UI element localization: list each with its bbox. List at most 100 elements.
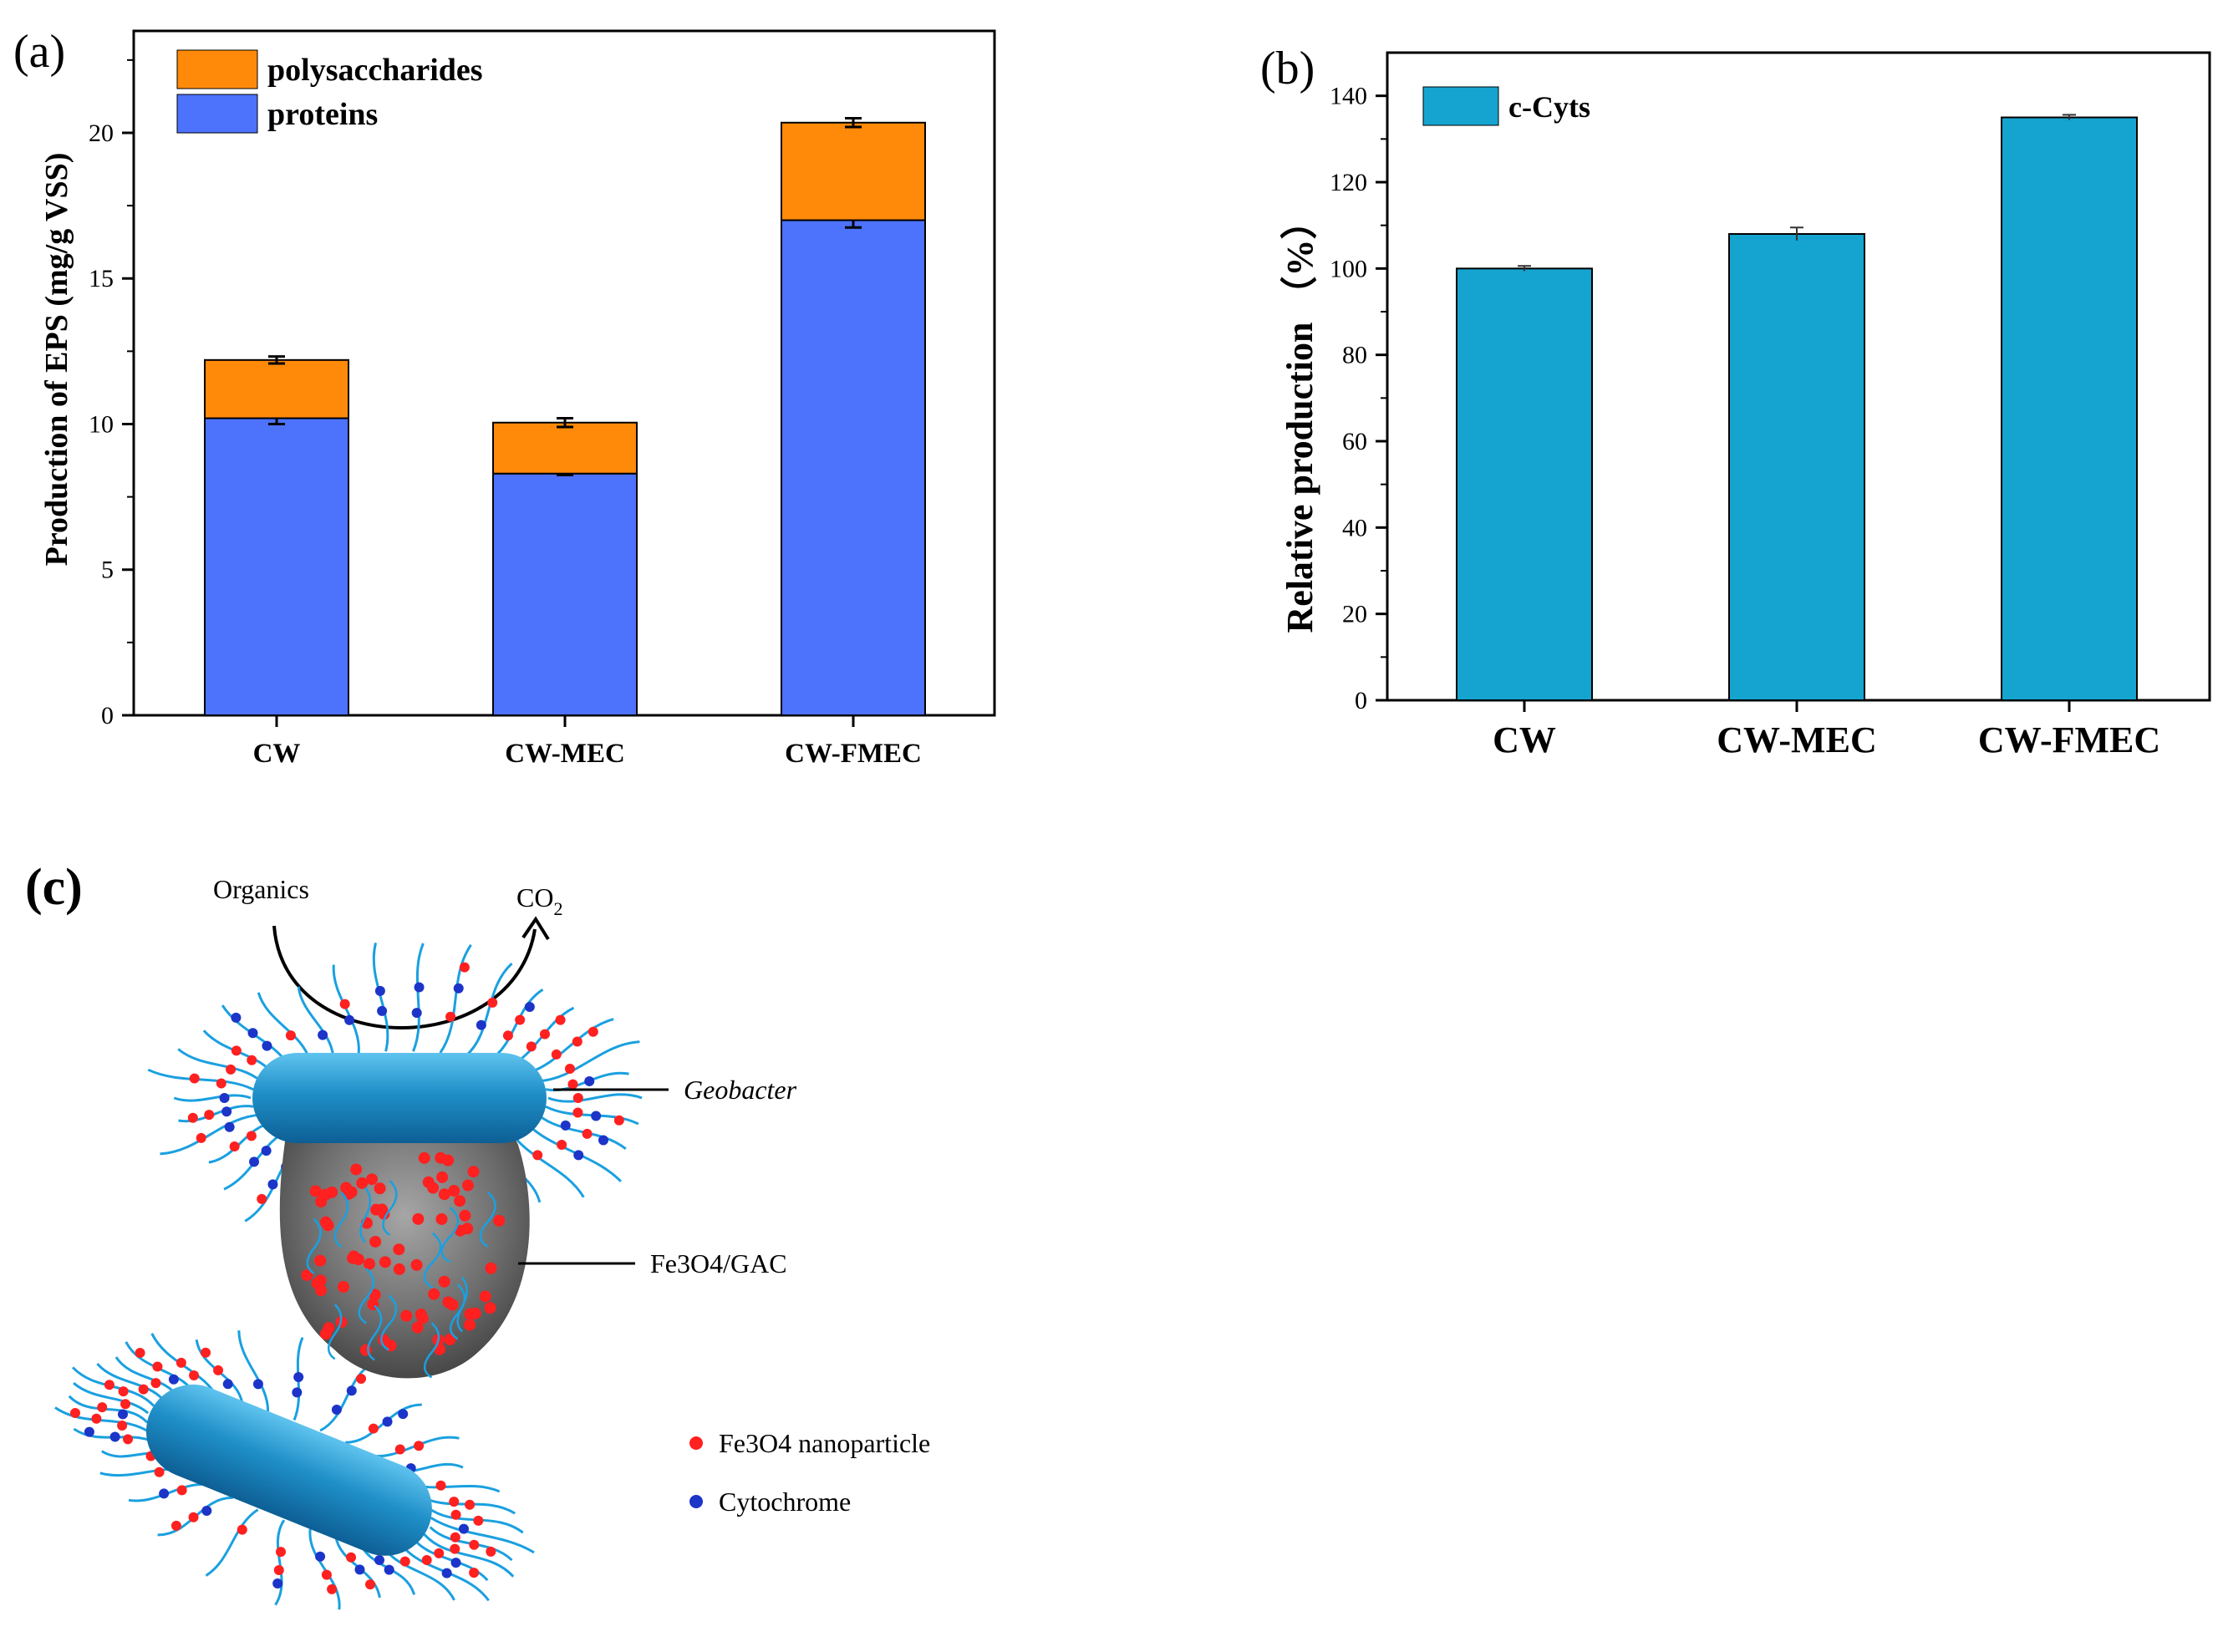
filament-dot [187,1112,198,1123]
filament-dot [117,1420,128,1431]
y-tick-label: 40 [1342,514,1367,541]
cytochrome-filament [382,1180,398,1237]
fe3o4-nanoparticle [337,1281,349,1294]
fe3o4-nanoparticle [369,1235,382,1248]
fe3o4-nanoparticle [393,1243,405,1256]
cytochrome-filament [147,1068,254,1091]
filament-dot [394,1444,405,1455]
cytochrome-filament [525,1018,614,1075]
filament-dot [435,1480,446,1491]
filament-dot [222,1379,233,1390]
fe3o4-nanoparticle [438,1188,450,1201]
cytochrome-filament [237,1330,270,1411]
filament-dot [224,1121,235,1132]
filament-dot [526,1041,537,1052]
filament-dot [135,1348,145,1359]
y-tick-label: 0 [101,702,114,729]
legend-swatch-c-cyts [1422,86,1499,126]
filament-dot [453,983,464,994]
cytochrome-filament [68,1395,149,1424]
fe3o4-nanoparticle [393,1263,405,1275]
filament-dot [247,1055,257,1065]
filament-dot [262,1040,272,1051]
filament-dot [572,1107,583,1118]
filament-dot [292,1387,303,1398]
filament-dot [377,1005,388,1016]
filament-dot [441,1568,452,1578]
filament-dot [458,1523,469,1534]
filament-dot [588,1026,598,1037]
filament-dot [502,1030,513,1041]
filament-dot [168,1374,179,1385]
filament-dot [152,1361,163,1372]
filament-dot [237,1524,247,1535]
filament-dot [450,1532,460,1543]
cytochrome-filament [479,1191,496,1248]
fe3o4-nanoparticle [410,1258,423,1271]
filament-dot [557,1139,567,1150]
filament-dot [170,1520,181,1531]
panel-b-x-axis: CW CW-MEC CW-FMEC [1493,700,2160,760]
filament-dot [123,1434,134,1445]
y-tick-label: 20 [89,119,114,147]
bar-polysaccharides [492,421,638,475]
filament-dot [231,1012,242,1023]
filament-dot [421,1555,432,1566]
filament-dot [469,1539,480,1550]
cytochrome-filament [465,962,513,1057]
bar-c-cyts [2001,116,2138,701]
filament-dot [465,1499,476,1510]
filament-dot [573,1150,584,1161]
filament-dot [584,1075,595,1086]
filament-dot [150,1378,161,1389]
filament-dot [449,1497,460,1507]
filament-dot [356,1373,367,1384]
filament-dot [293,1371,304,1382]
cytochrome-filament [319,1360,375,1432]
cytochrome-filament [449,1283,466,1340]
filament-dot [339,999,350,1009]
bar-proteins [492,472,638,716]
cytochrome-filament [306,1217,322,1274]
legend-label-polysaccharides: polysaccharides [267,53,483,88]
cytochrome-filament [372,942,389,1052]
filament-dot [572,1036,582,1047]
filament-dot [196,1132,206,1143]
filament-dot [318,1029,328,1040]
filament-dot [201,1505,212,1516]
filament-dot [249,1156,260,1167]
filament-dot [532,1150,543,1161]
nanoparticle-legend-label: Fe3O4 nanoparticle [719,1428,930,1458]
fe3o4-nanoparticle [479,1290,491,1303]
fe3o4-nanoparticle [340,1182,353,1194]
filament-dot [118,1386,129,1397]
fe3o4-nanoparticle [319,1216,332,1228]
cytochrome-legend-label: Cytochrome [719,1487,851,1517]
filament-dot [273,1564,284,1575]
filament-dot [374,985,385,996]
panel-b-label: (b) [1260,43,1315,94]
filament-dot [368,1423,379,1434]
fe3o4-nanoparticle [454,1195,466,1207]
panel-a-chart: (a) 0 5 10 15 20 CW CW-MEC CW-FMEC Production … [13,26,996,769]
fe3o4-nanoparticle [485,1262,497,1274]
fe3o4-nanoparticle [363,1258,375,1270]
fe3o4-nanoparticle [459,1209,471,1222]
fe3o4-nanoparticle [411,1321,424,1334]
gac-label: Fe3O4/GAC [650,1248,787,1278]
filament-dot [414,982,425,993]
y-tick-label: 10 [89,410,114,438]
cytochrome-filament [430,1517,535,1554]
co2-text: CO [516,882,553,912]
cytochrome-filament [423,1322,440,1379]
cytochrome-filament [358,1268,375,1324]
x-tick-label: CW-MEC [505,739,625,769]
bar-polysaccharides [781,121,926,221]
cytochrome-filament [96,1362,165,1402]
bar-c-cyts [1728,233,1865,701]
filament-dot [257,1193,267,1204]
filament-dot [344,1014,355,1025]
filament-dot [221,1106,232,1117]
filament-dot [384,1564,394,1575]
cytochrome-legend-dot [689,1495,703,1508]
